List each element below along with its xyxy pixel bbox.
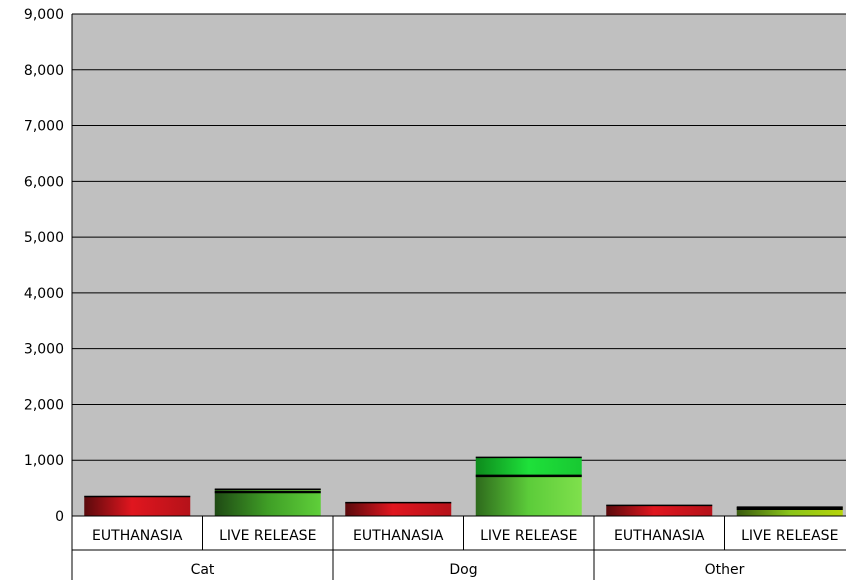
y-tick-label: 2,000 bbox=[24, 397, 64, 413]
bar-cat-euthanasia bbox=[84, 495, 191, 516]
bar-segment bbox=[214, 489, 321, 493]
category-label: LIVE RELEASE bbox=[741, 528, 838, 544]
y-tick-label: 1,000 bbox=[24, 453, 64, 469]
y-tick-label: 3,000 bbox=[24, 342, 64, 358]
category-label: LIVE RELEASE bbox=[480, 528, 577, 544]
y-tick-label: 7,000 bbox=[24, 119, 64, 135]
bar-segment bbox=[475, 475, 582, 516]
category-label: LIVE RELEASE bbox=[219, 528, 316, 544]
bar-cat-live-release bbox=[214, 488, 321, 516]
y-tick-label: 0 bbox=[55, 509, 64, 525]
y-tick-label: 9,000 bbox=[24, 7, 64, 23]
group-label: Dog bbox=[449, 562, 477, 578]
bar-segment bbox=[475, 457, 582, 476]
bar-segment bbox=[736, 508, 843, 516]
category-label: EUTHANASIA bbox=[353, 528, 444, 544]
grid-lines bbox=[72, 13, 846, 517]
bars bbox=[84, 456, 843, 516]
y-tick-label: 4,000 bbox=[24, 286, 64, 302]
bar-dog-euthanasia bbox=[345, 501, 452, 516]
y-tick-label: 8,000 bbox=[24, 63, 64, 79]
x-axis: EUTHANASIA LIVE RELEASE Cat EUTHANASIA LIVE … bbox=[71, 515, 846, 580]
bar-segment bbox=[214, 492, 321, 516]
bar-other-euthanasia bbox=[606, 504, 713, 516]
category-label: EUTHANASIA bbox=[92, 528, 183, 544]
y-axis: 0 1,000 2,000 3,000 4,000 5,000 6,000 7,000 8,00… bbox=[24, 7, 73, 525]
bar-segment bbox=[606, 505, 713, 516]
category-label: EUTHANASIA bbox=[614, 528, 705, 544]
bar-segment bbox=[345, 502, 452, 516]
y-tick-label: 5,000 bbox=[24, 230, 64, 246]
group-label: Other bbox=[705, 562, 745, 578]
y-tick-label: 6,000 bbox=[24, 174, 64, 190]
group-label: Cat bbox=[191, 562, 215, 578]
plot-area bbox=[72, 14, 846, 516]
bar-segment bbox=[84, 496, 191, 516]
bar-other-live-release bbox=[736, 506, 843, 516]
bar-dog-live-release bbox=[475, 456, 582, 516]
